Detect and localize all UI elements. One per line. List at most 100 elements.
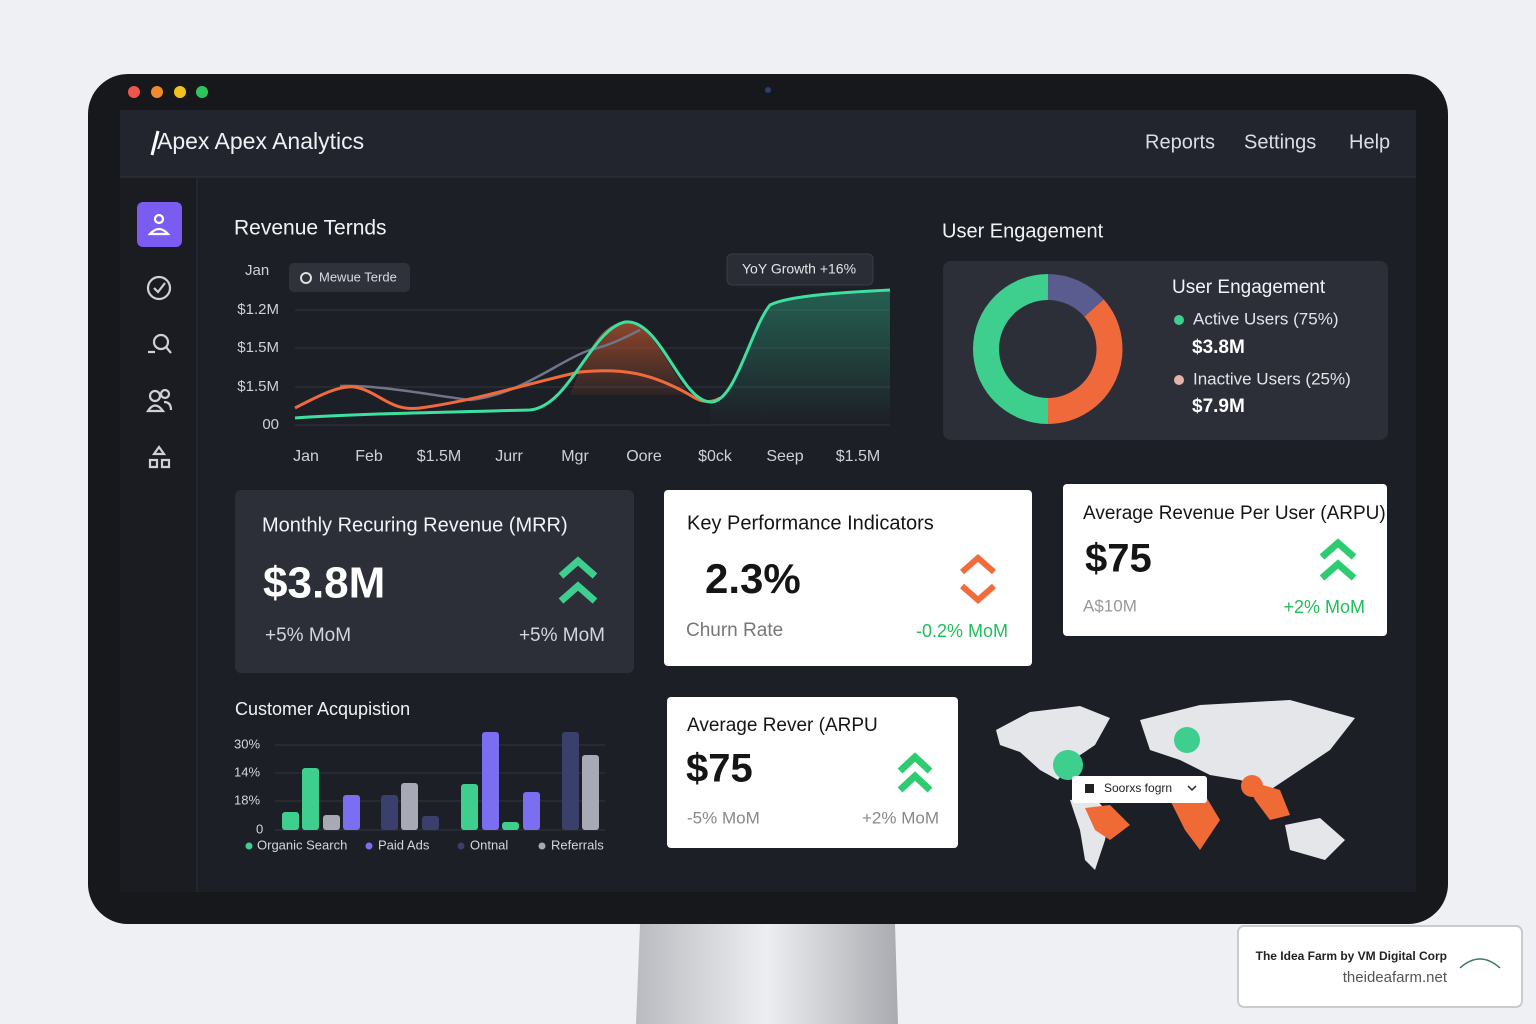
y-label: 14% — [234, 764, 260, 779]
window-dot — [128, 86, 140, 98]
bars — [282, 732, 599, 830]
card-value: $75 — [1085, 537, 1152, 581]
window-dot — [151, 86, 163, 98]
section-title: Revenue Ternds — [234, 217, 387, 240]
card-change: +5% MoM — [519, 625, 605, 646]
nav-item[interactable]: Reports — [1145, 131, 1215, 153]
bar — [302, 768, 319, 830]
bar — [461, 784, 478, 830]
bar — [381, 795, 398, 830]
x-label: Jan — [293, 448, 319, 465]
nav-item[interactable]: Help — [1349, 131, 1390, 153]
bar — [482, 732, 499, 830]
bar — [502, 822, 519, 830]
watermark — [1237, 925, 1523, 1008]
card-change: +5% MoM — [265, 625, 351, 646]
x-label: Oore — [626, 448, 662, 465]
watermark-logo — [1459, 958, 1501, 969]
card-value: $3.8M — [263, 559, 385, 608]
legend-chip-icon — [300, 272, 312, 284]
legend-label: Organic Search — [257, 837, 347, 852]
card-sub: A$10M — [1083, 596, 1137, 615]
legend-dot — [457, 842, 465, 850]
legend-label: Paid Ads — [378, 837, 430, 852]
card-title: User Engagement — [1172, 277, 1326, 298]
card-title: Average Revenue Per User (ARPU) — [1083, 503, 1386, 524]
legend-dot — [365, 842, 373, 850]
x-label: Seep — [766, 448, 803, 465]
section-title: Customer Acqupistion — [235, 699, 410, 719]
card-change: -5% MoM — [687, 808, 760, 827]
dropdown-caret — [1187, 785, 1197, 792]
up-arrow — [558, 556, 598, 604]
sidebar-icon-active[interactable] — [137, 202, 182, 247]
card-title: Key Performance Indicators — [687, 512, 934, 534]
bar — [562, 732, 579, 830]
x-label: $1.5M — [836, 448, 880, 465]
y-label: 18% — [234, 792, 260, 807]
dropdown-label: Soorxs fogrn — [1104, 781, 1172, 795]
card-change: +2% MoM — [862, 808, 939, 827]
world-map — [996, 700, 1355, 870]
dropdown-icon — [1085, 784, 1094, 793]
card-title: Average Rever (ARPU — [687, 715, 878, 736]
legend-dot — [1174, 315, 1184, 325]
x-label: $0ck — [698, 448, 733, 465]
legend-value: $3.8M — [1192, 337, 1245, 358]
watermark-title: The Idea Farm by VM Digital Corp — [1256, 949, 1447, 963]
x-labels: Jan Feb $1.5M Jurr Mgr Oore $0ck Seep $1.5M — [293, 448, 880, 465]
y-label: 30% — [234, 736, 260, 751]
area-fill — [710, 290, 890, 425]
legend-label: Active Users (75%) — [1193, 309, 1338, 328]
bar — [343, 795, 360, 830]
legend-label: Referrals — [551, 837, 604, 852]
x-label: $1.5M — [417, 448, 461, 465]
legend-dot — [538, 842, 546, 850]
grid-lines — [275, 744, 605, 831]
card-change: +2% MoM — [1283, 597, 1365, 617]
y-label: 0 — [256, 821, 263, 836]
app-title: Apex Apex Analytics — [157, 128, 364, 154]
up-arrow — [1319, 538, 1357, 581]
growth-badge — [726, 253, 874, 286]
x-label: Mgr — [561, 448, 589, 465]
growth-badge-label: YoY Growth +16% — [742, 261, 856, 277]
x-label: Jurr — [495, 448, 523, 465]
arpu-card — [667, 697, 958, 848]
y-label: 00 — [262, 416, 279, 433]
legend-chip[interactable] — [289, 263, 410, 292]
legend-chip-label: Mewue Terde — [319, 269, 397, 284]
card-title: Monthly Recuring Revenue (MRR) — [262, 514, 568, 536]
card-value: $75 — [686, 747, 753, 791]
sidebar — [120, 178, 197, 892]
arpu-card — [1063, 484, 1387, 636]
y-label: $1.2M — [237, 301, 279, 318]
watermark-url: theideafarm.net — [1343, 969, 1448, 986]
region-dropdown[interactable] — [1072, 776, 1207, 803]
donut — [973, 274, 1123, 424]
legend-label: Inactive Users (25%) — [1193, 369, 1351, 388]
engagement-card — [943, 261, 1388, 440]
trend-line — [294, 369, 721, 410]
y-label: $1.5M — [237, 378, 279, 395]
period-label: Jan — [245, 262, 269, 279]
bar — [282, 812, 299, 830]
legend-dot — [245, 842, 253, 850]
window-dot — [196, 86, 208, 98]
bar — [422, 816, 439, 830]
window-dot — [174, 86, 186, 98]
up-arrow — [897, 752, 933, 793]
bar — [323, 815, 340, 830]
change-arrow — [960, 554, 996, 604]
trend-line — [294, 288, 891, 420]
nav-item[interactable]: Settings — [1244, 131, 1316, 153]
card-label: Churn Rate — [686, 620, 783, 641]
x-label: Feb — [355, 448, 383, 465]
header-bar — [120, 110, 1416, 177]
legend-dot — [1174, 375, 1184, 385]
kpi-card — [664, 490, 1032, 666]
legend-label: Ontnal — [470, 837, 508, 852]
y-label: $1.5M — [237, 339, 279, 356]
